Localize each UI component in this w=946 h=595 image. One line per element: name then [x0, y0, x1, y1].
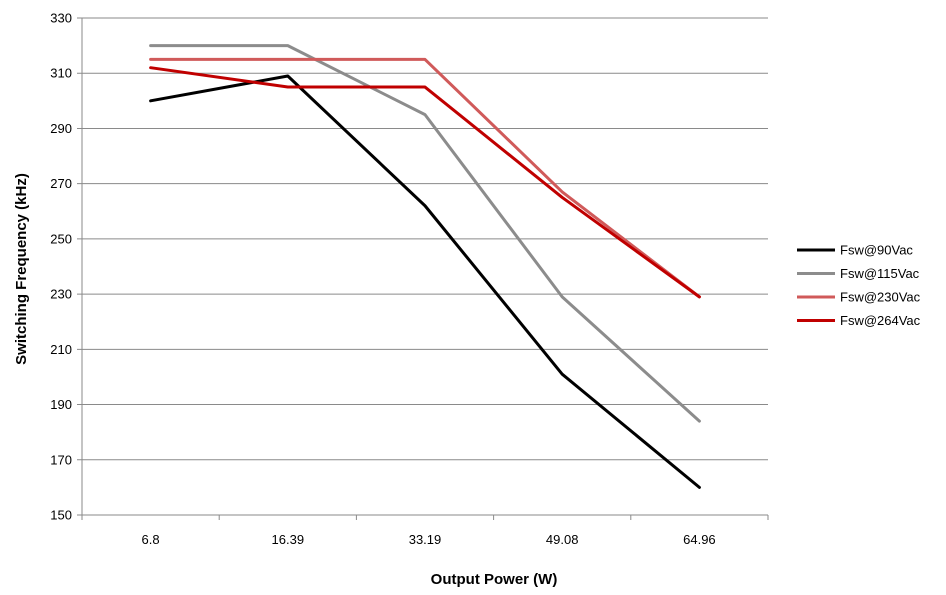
axes — [81, 18, 769, 520]
x-tick-label: 64.96 — [683, 532, 716, 547]
legend-label: Fsw@264Vac — [840, 313, 921, 328]
x-tick-label: 49.08 — [546, 532, 579, 547]
x-axis-label: Output Power (W) — [431, 571, 558, 588]
y-axis-ticks: 150 170 190 210 230 250 270 290 310 330 — [50, 11, 72, 523]
legend-label: Fsw@90Vac — [840, 243, 913, 258]
y-tick-label: 290 — [50, 121, 72, 136]
legend-label: Fsw@115Vac — [840, 266, 920, 281]
y-axis-label: Switching Frequency (kHz) — [13, 173, 30, 365]
y-tick-label: 150 — [50, 508, 72, 523]
x-tick-label: 6.8 — [142, 532, 160, 547]
legend: Fsw@90Vac Fsw@115Vac Fsw@230Vac Fsw@264Vac — [797, 243, 921, 328]
gridlines — [77, 17, 768, 516]
y-tick-label: 170 — [50, 452, 72, 467]
series-line-3 — [149, 66, 701, 299]
x-tick-label: 33.19 — [409, 532, 442, 547]
x-axis-ticks: 6.8 16.39 33.19 49.08 64.96 — [142, 532, 716, 547]
y-tick-label: 230 — [50, 287, 72, 302]
legend-label: Fsw@230Vac — [840, 290, 921, 305]
y-tick-label: 310 — [50, 66, 72, 81]
series-line-1 — [149, 44, 701, 423]
y-tick-label: 250 — [50, 231, 72, 246]
series-line-2 — [149, 57, 701, 299]
y-tick-label: 330 — [50, 11, 72, 26]
series-lines — [149, 44, 701, 489]
y-tick-label: 190 — [50, 397, 72, 412]
y-tick-label: 270 — [50, 176, 72, 191]
y-tick-label: 210 — [50, 342, 72, 357]
series-line-0 — [149, 74, 701, 489]
x-tick-label: 16.39 — [272, 532, 305, 547]
